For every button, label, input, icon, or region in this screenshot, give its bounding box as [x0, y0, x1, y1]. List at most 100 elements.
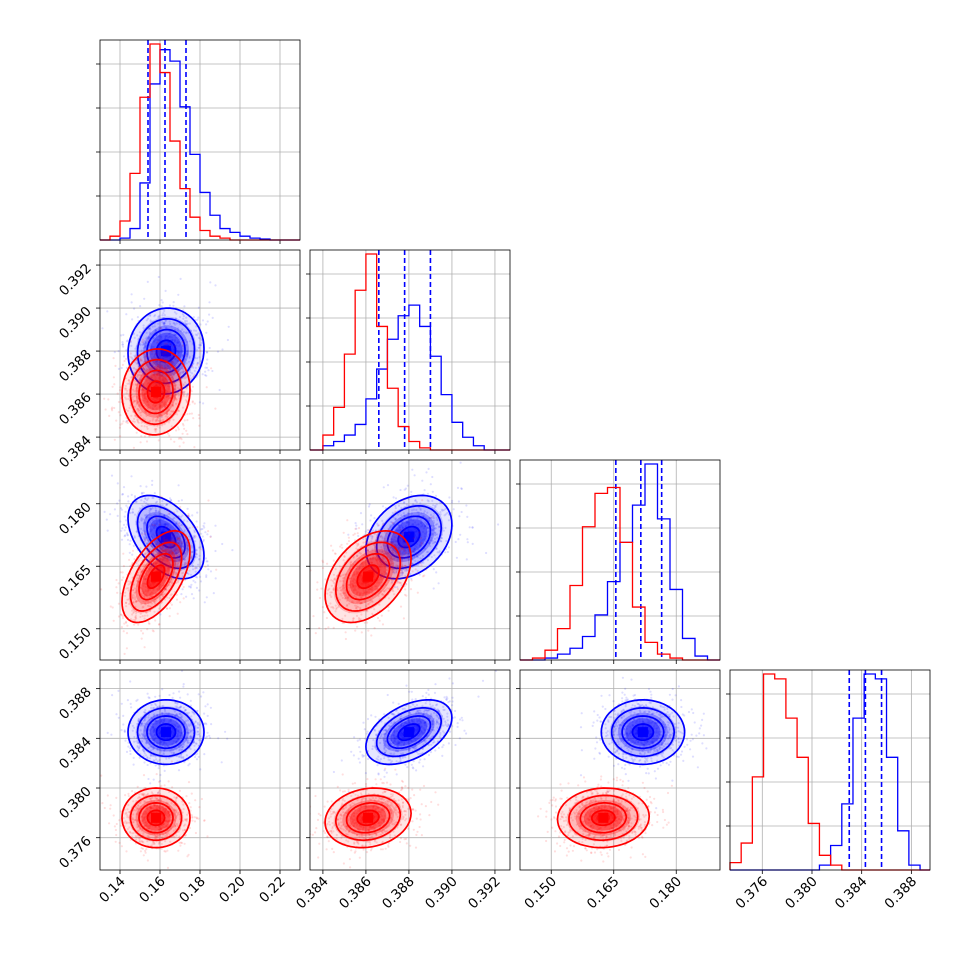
- red-sample-point: [165, 367, 168, 370]
- blue-sample-point: [149, 535, 152, 538]
- blue-sample-point: [163, 749, 166, 752]
- blue-sample-point: [390, 546, 393, 549]
- blue-sample-point: [158, 335, 161, 338]
- red-sample-point: [145, 552, 148, 555]
- blue-sample-point: [202, 524, 205, 528]
- red-sample-point: [143, 594, 146, 597]
- red-sample-point: [342, 586, 345, 590]
- blue-sample-point: [143, 729, 146, 732]
- red-sample-point: [155, 562, 158, 565]
- blue-sample-point: [168, 320, 171, 323]
- blue-sample-point: [137, 717, 141, 721]
- blue-contour: [365, 494, 453, 580]
- blue-sample-point: [427, 526, 430, 530]
- blue-sample-point: [425, 535, 429, 538]
- red-sample-point: [171, 377, 174, 380]
- blue-sample-point: [214, 577, 217, 580]
- red-sample-point: [126, 598, 129, 601]
- blue-sample-point: [142, 342, 145, 345]
- blue-sample-point: [140, 517, 143, 520]
- red-sample-point: [142, 385, 145, 388]
- blue-sample-point: [120, 702, 123, 705]
- red-sample-point: [355, 591, 359, 594]
- blue-sample-point: [446, 550, 449, 554]
- blue-sample-point: [442, 508, 445, 512]
- red-sample-point: [108, 414, 111, 417]
- red-sample-point: [173, 372, 176, 375]
- red-sample-point: [145, 593, 148, 596]
- blue-sample-point: [191, 372, 194, 375]
- red-sample-point: [157, 567, 160, 570]
- red-sample-point: [158, 406, 161, 409]
- red-sample-point: [153, 524, 156, 527]
- red-sample-point: [165, 526, 168, 529]
- red-sample-point: [175, 364, 178, 367]
- blue-sample-point: [205, 331, 208, 334]
- blue-sample-point: [151, 754, 154, 757]
- blue-sample-point: [432, 515, 435, 518]
- red-sample-point: [150, 591, 153, 594]
- red-sample-point: [139, 358, 143, 361]
- blue-sample-point: [158, 361, 161, 364]
- blue-sample-point: [398, 550, 401, 553]
- red-sample-point: [185, 401, 188, 404]
- panel-plot-area: [100, 670, 229, 870]
- blue-sample-point: [397, 529, 400, 532]
- blue-sample-point: [148, 509, 151, 512]
- blue-sample-point: [414, 530, 417, 534]
- blue-sample-point: [140, 527, 143, 531]
- red-sample-point: [115, 586, 118, 589]
- blue-sample-point: [142, 529, 145, 532]
- blue-sample-point: [146, 317, 150, 320]
- blue-sample-point: [182, 391, 185, 394]
- red-sample-point: [359, 552, 362, 555]
- blue-sample-point: [179, 734, 182, 737]
- blue-sample-point: [148, 346, 151, 349]
- blue-sample-point: [171, 742, 174, 745]
- blue-sample-point: [150, 523, 153, 526]
- red-sample-point: [420, 564, 423, 567]
- blue-sample-point: [158, 520, 161, 523]
- red-sample-point: [401, 547, 404, 550]
- red-sample-point: [391, 576, 394, 580]
- blue-sample-point: [158, 519, 161, 522]
- blue-sample-point: [428, 539, 432, 542]
- blue-sample-point: [162, 528, 165, 531]
- blue-sample-point: [420, 512, 423, 515]
- red-sample-point: [186, 527, 189, 530]
- red-sample-point: [374, 585, 377, 588]
- blue-sample-point: [187, 331, 190, 334]
- red-sample-point: [173, 564, 176, 567]
- blue-sample-point: [389, 525, 392, 529]
- blue-sample-point: [176, 740, 179, 744]
- red-sample-point: [132, 594, 135, 597]
- blue-sample-point: [360, 563, 363, 566]
- red-sample-point: [167, 565, 171, 569]
- red-sample-point: [356, 571, 359, 574]
- blue-sample-point: [193, 749, 196, 752]
- blue-sample-point: [431, 532, 434, 536]
- red-sample-point: [378, 559, 381, 562]
- red-sample-point: [356, 601, 359, 604]
- blue-sample-point: [183, 519, 186, 522]
- blue-sample-point: [142, 535, 145, 539]
- red-sample-point: [149, 566, 152, 569]
- blue-sample-point: [154, 356, 157, 359]
- red-sample-point: [339, 545, 342, 548]
- blue-sample-point: [158, 518, 161, 521]
- red-sample-point: [351, 619, 354, 622]
- red-sample-point: [154, 562, 158, 566]
- red-sample-point: [157, 559, 160, 563]
- red-sample-point: [353, 594, 356, 598]
- red-sample-point: [336, 574, 339, 578]
- red-sample-point: [136, 384, 139, 387]
- blue-sample-point: [144, 521, 147, 525]
- red-sample-point: [163, 554, 166, 558]
- red-sample-point: [165, 380, 168, 383]
- blue-sample-point: [451, 499, 454, 502]
- blue-sample-point: [143, 537, 146, 540]
- blue-sample-point: [180, 733, 183, 736]
- red-sample-point: [179, 436, 182, 440]
- blue-sample-point: [192, 740, 196, 743]
